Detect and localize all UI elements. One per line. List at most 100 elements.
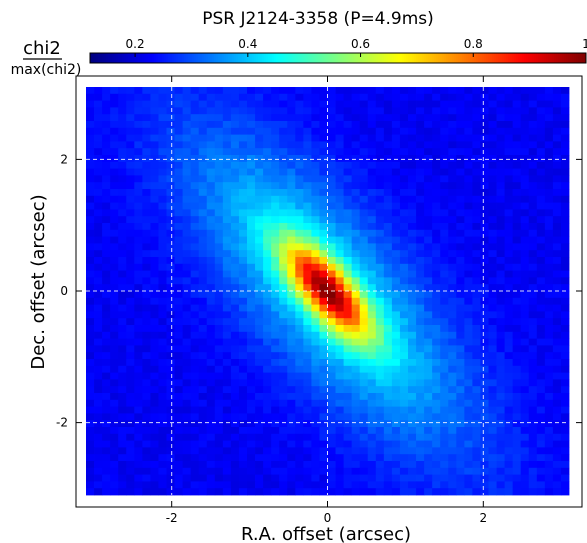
heatmap-cell bbox=[182, 250, 192, 258]
heatmap-cell bbox=[496, 433, 505, 441]
heatmap-cell bbox=[279, 277, 288, 285]
heatmap-cell bbox=[198, 216, 208, 224]
heatmap-cell bbox=[271, 393, 280, 401]
heatmap-cell bbox=[222, 195, 232, 203]
heatmap-cell bbox=[238, 263, 248, 271]
heatmap-cell bbox=[504, 148, 514, 156]
heatmap-cell bbox=[166, 427, 175, 435]
heatmap-cell bbox=[375, 399, 385, 407]
heatmap-cell bbox=[375, 134, 385, 142]
heatmap-cell bbox=[230, 413, 240, 421]
heatmap-cell bbox=[263, 359, 272, 367]
heatmap-cell bbox=[110, 114, 119, 122]
heatmap-cell bbox=[319, 87, 328, 95]
heatmap-cell bbox=[295, 257, 304, 265]
heatmap-cell bbox=[94, 291, 103, 299]
heatmap-cell bbox=[375, 223, 385, 231]
heatmap-cell bbox=[279, 318, 288, 326]
heatmap-cell bbox=[408, 488, 417, 496]
heatmap-cell bbox=[166, 338, 175, 346]
heatmap-cell bbox=[182, 161, 192, 169]
heatmap-cell bbox=[520, 427, 530, 435]
heatmap-cell bbox=[247, 406, 256, 414]
heatmap-cell bbox=[158, 291, 167, 299]
heatmap-cell bbox=[399, 168, 409, 176]
heatmap-cell bbox=[359, 304, 369, 312]
heatmap-cell bbox=[263, 284, 272, 292]
heatmap-cell bbox=[198, 148, 208, 156]
heatmap-cell bbox=[222, 338, 232, 346]
heatmap-cell bbox=[359, 100, 369, 108]
heatmap-cell bbox=[512, 148, 522, 156]
heatmap-cell bbox=[303, 399, 312, 407]
colorbar-cell bbox=[186, 53, 189, 63]
heatmap-cell bbox=[319, 209, 328, 217]
heatmap-cell bbox=[206, 284, 216, 292]
heatmap-cell bbox=[174, 236, 183, 244]
heatmap-cell bbox=[351, 481, 361, 489]
heatmap-cell bbox=[383, 277, 393, 285]
heatmap-cell bbox=[271, 175, 280, 183]
heatmap-cell bbox=[238, 488, 248, 496]
heatmap-cell bbox=[488, 304, 497, 312]
colorbar-cell bbox=[164, 53, 167, 63]
heatmap-cell bbox=[214, 216, 224, 224]
heatmap-cell bbox=[416, 161, 425, 169]
heatmap-cell bbox=[327, 121, 336, 129]
heatmap-cell bbox=[142, 311, 151, 319]
heatmap-cell bbox=[440, 148, 449, 156]
heatmap-cell bbox=[456, 127, 465, 135]
heatmap-cell bbox=[126, 121, 135, 129]
colorbar-cell bbox=[528, 53, 531, 63]
heatmap-cell bbox=[504, 263, 514, 271]
heatmap-cell bbox=[488, 338, 497, 346]
heatmap-cell bbox=[158, 161, 167, 169]
heatmap-cell bbox=[174, 338, 183, 346]
heatmap-cell bbox=[94, 467, 103, 475]
heatmap-cell bbox=[287, 318, 296, 326]
colorbar-cell bbox=[394, 53, 397, 63]
heatmap-cell bbox=[327, 107, 336, 115]
colorbar-cell bbox=[332, 53, 335, 63]
heatmap-cell bbox=[327, 474, 336, 482]
heatmap-cell bbox=[383, 263, 393, 271]
heatmap-cell bbox=[166, 121, 175, 129]
colorbar-cell bbox=[192, 53, 195, 63]
heatmap-cell bbox=[174, 304, 183, 312]
heatmap-cell bbox=[464, 413, 473, 421]
heatmap-cell bbox=[206, 148, 216, 156]
heatmap-cell bbox=[448, 134, 457, 142]
heatmap-cell bbox=[424, 161, 433, 169]
heatmap-cell bbox=[448, 331, 457, 339]
heatmap-cell bbox=[86, 134, 95, 142]
heatmap-cell bbox=[287, 141, 296, 149]
heatmap-cell bbox=[190, 420, 200, 428]
heatmap-cell bbox=[375, 257, 385, 265]
heatmap-cell bbox=[383, 454, 393, 462]
heatmap-cell bbox=[383, 481, 393, 489]
heatmap-cell bbox=[488, 481, 497, 489]
heatmap-cell bbox=[94, 161, 103, 169]
heatmap-cell bbox=[432, 223, 441, 231]
heatmap-cell bbox=[504, 427, 514, 435]
heatmap-cell bbox=[295, 352, 304, 360]
heatmap-cell bbox=[416, 399, 425, 407]
colorbar-cell bbox=[366, 53, 369, 63]
colorbar-cell bbox=[544, 53, 547, 63]
heatmap-cell bbox=[383, 229, 393, 237]
heatmap-cell bbox=[222, 236, 232, 244]
heatmap-cell bbox=[150, 291, 159, 299]
heatmap-cell bbox=[126, 331, 135, 339]
heatmap-cell bbox=[456, 311, 465, 319]
heatmap-cell bbox=[335, 127, 344, 135]
heatmap-cell bbox=[255, 365, 264, 373]
heatmap-cell bbox=[544, 284, 554, 292]
heatmap-cell bbox=[359, 318, 369, 326]
heatmap-cell bbox=[94, 168, 103, 176]
heatmap-cell bbox=[343, 284, 353, 292]
heatmap-cell bbox=[456, 467, 465, 475]
heatmap-cell bbox=[560, 311, 570, 319]
heatmap-cell bbox=[118, 216, 127, 224]
heatmap-cell bbox=[295, 447, 304, 455]
heatmap-cell bbox=[383, 359, 393, 367]
